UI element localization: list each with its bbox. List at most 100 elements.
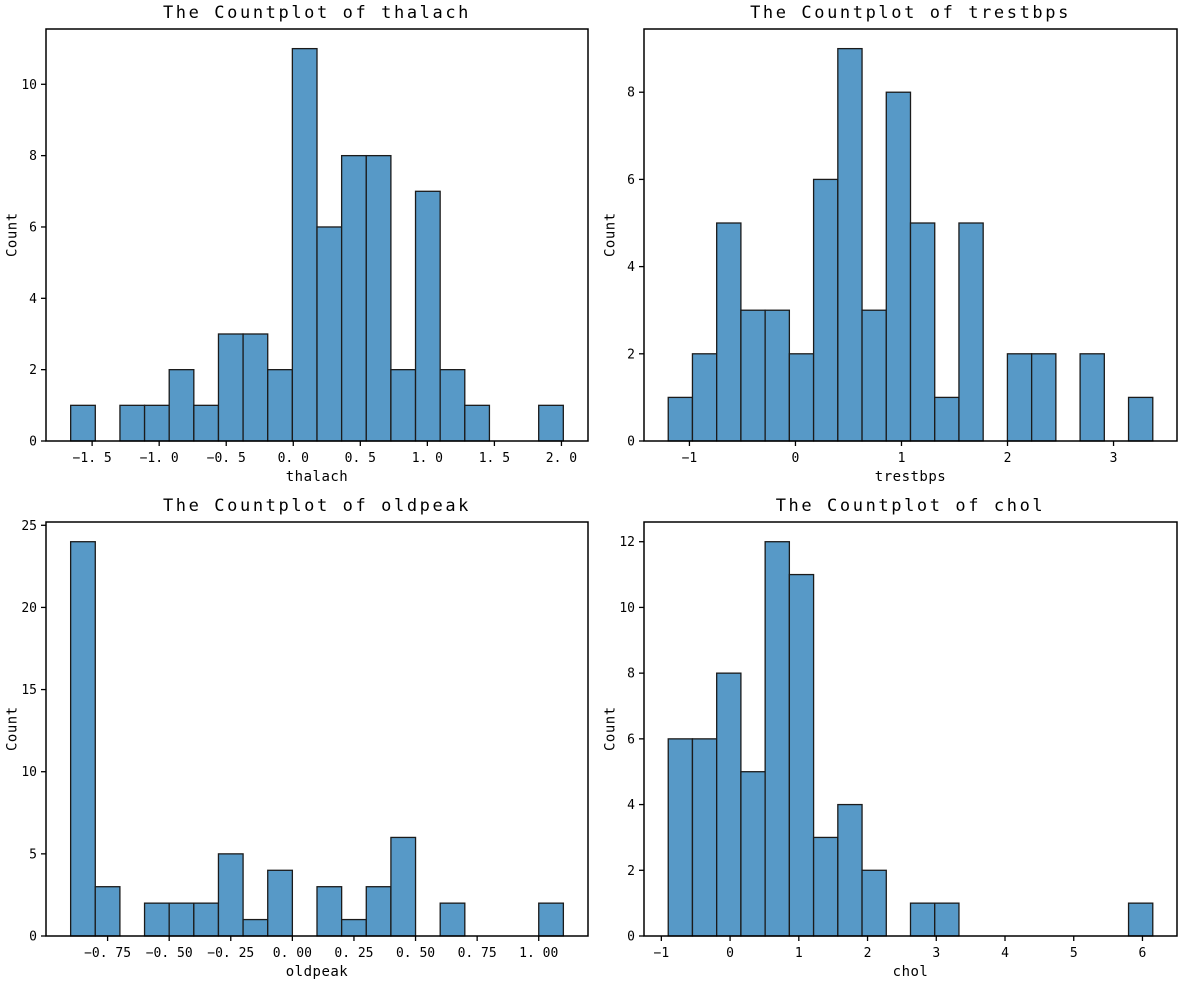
histogram-bar	[788, 573, 815, 937]
histogram-bar	[365, 886, 392, 937]
histogram-bar	[788, 353, 815, 442]
histogram-bar	[667, 738, 694, 937]
y-tick-label: 15	[21, 683, 37, 698]
histogram-bar	[716, 222, 742, 442]
histogram-bar	[812, 178, 839, 442]
x-tick-label: 0. 00	[273, 946, 312, 961]
y-tick-label: 8	[29, 149, 37, 164]
y-tick-label: 10	[21, 765, 37, 780]
y-tick-label: 8	[627, 86, 635, 101]
histogram-bar	[764, 309, 791, 442]
histogram-bar	[340, 918, 367, 937]
histogram-bar	[934, 902, 960, 937]
histogram-bar	[691, 353, 718, 442]
y-tick-label: 4	[29, 292, 37, 307]
y-tick-label: 6	[29, 220, 37, 235]
histogram-bar	[414, 190, 441, 442]
axes-spines	[643, 521, 1178, 937]
chart-title-trestbps: The Countplot of trestbps	[750, 3, 1071, 23]
y-tick-label: 0	[29, 435, 37, 450]
x-tick-label: 0	[792, 451, 800, 466]
histogram-bar	[168, 902, 195, 937]
histogram-bar	[390, 836, 417, 937]
histogram-bar	[909, 902, 936, 937]
x-tick-label: 4	[1001, 946, 1009, 961]
x-tick-label: 0. 50	[396, 946, 435, 961]
y-tick-label: 4	[627, 260, 635, 275]
histogram-bar	[464, 404, 491, 442]
y-tick-label: 10	[619, 601, 635, 616]
axes-spines	[643, 28, 1178, 442]
histogram-bar	[193, 902, 220, 937]
histogram-bar	[168, 369, 195, 442]
x-tick-label: 1	[795, 946, 803, 961]
histogram-bar	[340, 154, 367, 442]
histogram-bar	[316, 886, 343, 937]
y-tick-label: 2	[627, 347, 635, 362]
histogram-bar	[667, 396, 694, 442]
histogram-bar	[716, 672, 742, 937]
histogram-bar	[365, 154, 392, 442]
x-tick-label: 0. 5	[345, 451, 376, 466]
histogram-bar	[1127, 902, 1154, 937]
plot-area-oldpeak: −0. 75 −0. 50 −0. 25 0. 00 0. 25 0. 50 0. 75 1.…	[21, 519, 589, 961]
histogram-bar	[70, 404, 96, 442]
histogram-bar	[861, 309, 887, 442]
histogram-bar	[143, 902, 170, 937]
x-tick-label: 0	[726, 946, 734, 961]
plot-area-trestbps: −1 0 1 2 3 0 2 4 6 8	[627, 28, 1178, 466]
histogram-bar	[691, 738, 718, 937]
x-tick-label: −0. 50	[146, 946, 193, 961]
chart-title-chol: The Countplot of chol	[775, 496, 1046, 516]
y-tick-label: 10	[21, 78, 37, 93]
x-tick-label: 1. 0	[412, 451, 443, 466]
x-tick-label: −1. 5	[73, 451, 112, 466]
histogram-bar	[119, 404, 146, 442]
x-tick-label: 1	[898, 451, 906, 466]
histogram-bar	[242, 333, 269, 442]
histogram-bar	[1079, 353, 1105, 442]
histogram-bar	[1030, 353, 1057, 442]
x-tick-label: 5	[1070, 946, 1078, 961]
histogram-bar	[1127, 396, 1154, 442]
histogram-bar	[837, 803, 863, 937]
x-tick-label: 2	[864, 946, 872, 961]
histogram-bar	[242, 918, 269, 937]
x-axis-label-thalach: thalach	[285, 469, 349, 485]
x-tick-label: −0. 25	[207, 946, 254, 961]
y-tick-label: 4	[627, 798, 635, 813]
histogram-bar	[764, 541, 791, 937]
y-tick-label: 0	[29, 930, 37, 945]
y-tick-label: 2	[627, 864, 635, 879]
x-tick-label: 0. 75	[458, 946, 497, 961]
y-tick-label: 2	[29, 363, 37, 378]
histogram-bar	[69, 541, 96, 937]
histogram-bar	[94, 886, 121, 937]
histogram-bar	[291, 47, 318, 442]
x-tick-label: −1. 0	[140, 451, 179, 466]
histogram-bar	[193, 404, 220, 442]
y-tick-label: 25	[21, 519, 37, 534]
x-tick-label: −0. 5	[207, 451, 246, 466]
histogram-bar	[439, 369, 466, 442]
x-tick-label: −1	[654, 946, 670, 961]
x-axis-label-chol: chol	[892, 964, 929, 980]
histogram-bar	[934, 396, 960, 442]
histogram-bar	[1006, 353, 1033, 442]
x-tick-label: 1. 00	[519, 946, 558, 961]
histogram-bar	[740, 309, 766, 442]
y-tick-label: 12	[619, 535, 635, 550]
histogram-bar	[538, 404, 564, 442]
plot-area-thalach: −1. 5 −1. 0 −0. 5 0. 0 0. 5 1. 0 1. 5 2. 0 0 2 4 6 8…	[21, 28, 589, 466]
x-tick-label: 0. 0	[278, 451, 309, 466]
x-tick-label: 2	[1004, 451, 1012, 466]
y-tick-label: 0	[627, 435, 635, 450]
axes-spines	[45, 521, 589, 937]
chart-title-thalach: The Countplot of thalach	[162, 3, 472, 23]
x-tick-label: 6	[1139, 946, 1147, 961]
histogram-bar	[390, 369, 417, 442]
chart-title-oldpeak: The Countplot of oldpeak	[162, 496, 472, 516]
histogram-bar	[837, 47, 863, 442]
y-tick-label: 8	[627, 667, 635, 682]
